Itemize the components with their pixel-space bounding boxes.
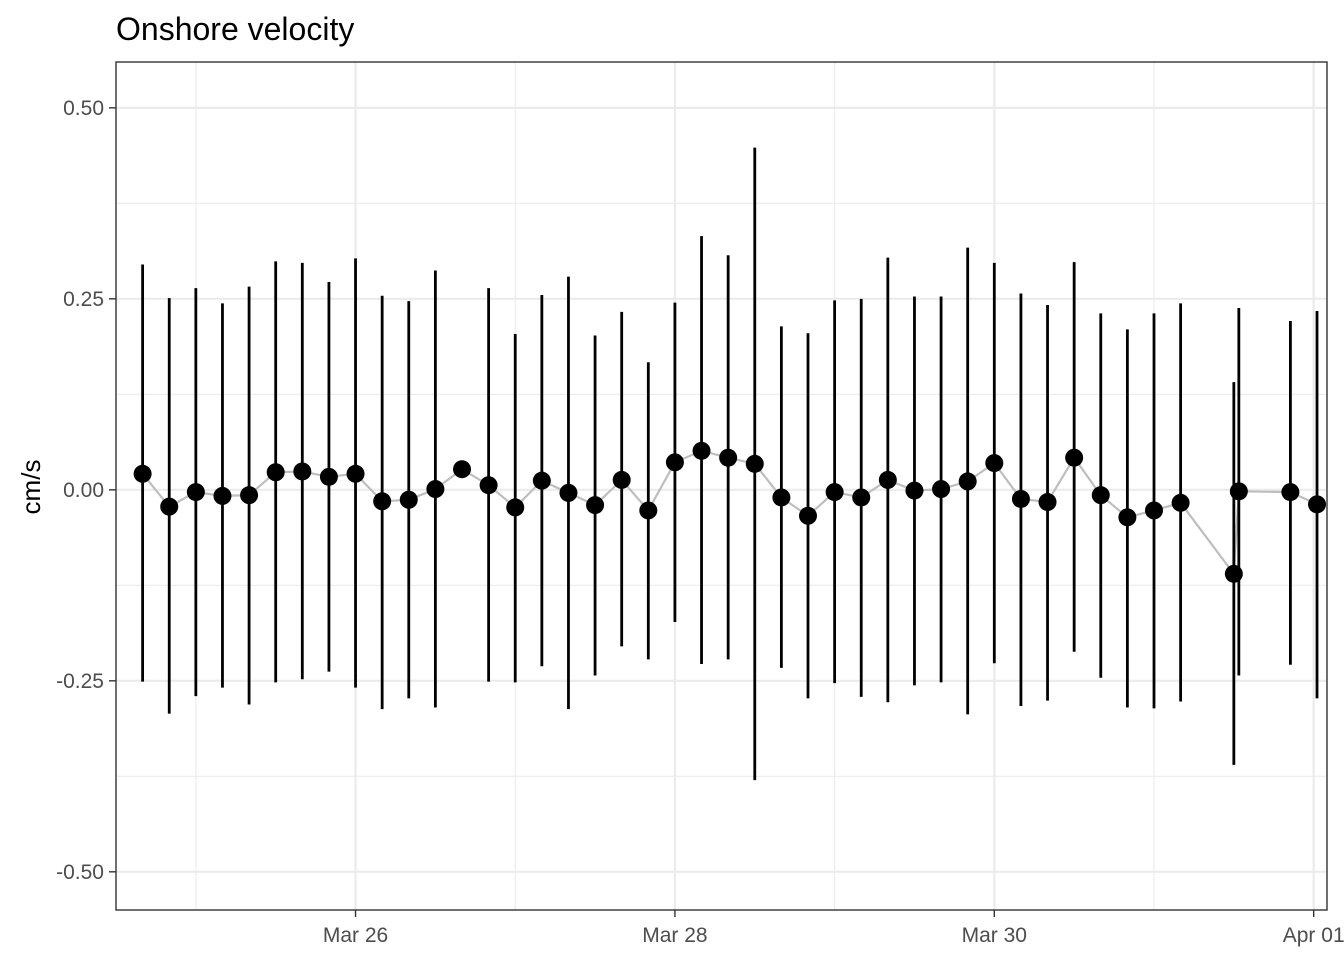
data-point (319, 467, 338, 486)
data-point (399, 490, 418, 509)
data-point (1091, 486, 1110, 505)
data-point (1308, 495, 1327, 514)
data-point (426, 480, 445, 499)
data-point (293, 462, 312, 481)
data-point (719, 448, 738, 467)
data-point (825, 483, 844, 502)
data-point (772, 488, 791, 507)
panel-background (116, 62, 1327, 910)
data-point (1065, 448, 1084, 467)
y-tick-label: 0.00 (63, 479, 104, 502)
data-point (186, 483, 205, 502)
data-point (745, 454, 764, 473)
data-point (612, 470, 631, 489)
y-tick-label: -0.50 (56, 861, 104, 884)
data-point (878, 470, 897, 489)
data-point (1011, 489, 1030, 508)
data-point (266, 463, 285, 482)
data-point (373, 492, 392, 511)
data-point (559, 483, 578, 502)
y-tick-label: 0.25 (63, 288, 104, 311)
plot-area: 0.50 0.25 0.00 -0.25 -0.50 Mar 26 Mar 28 Mar 30… (56, 61, 1344, 947)
x-tick-label: Mar 30 (962, 924, 1027, 947)
data-point (160, 497, 179, 516)
data-point (1171, 493, 1190, 512)
y-tick-label: 0.50 (63, 97, 104, 120)
data-point (1038, 493, 1057, 512)
x-tick-label: Apr 01 (1283, 924, 1344, 947)
data-point (532, 471, 551, 490)
data-point (985, 454, 1004, 473)
panel-border (115, 61, 1328, 911)
data-point (240, 486, 259, 505)
data-point (852, 488, 871, 507)
data-point (453, 460, 471, 479)
data-point (958, 472, 977, 491)
chart-title: Onshore velocity (116, 11, 354, 47)
data-point (799, 506, 817, 525)
data-point (506, 498, 525, 517)
data-point (1145, 501, 1163, 520)
data-point (932, 480, 951, 499)
data-point (639, 501, 658, 520)
y-axis-label: cm/s (16, 460, 46, 515)
x-tick-label: Mar 28 (642, 924, 707, 947)
data-point (665, 453, 684, 472)
data-point (1281, 483, 1300, 502)
data-point (479, 476, 498, 495)
data-point (586, 496, 605, 515)
data-point (213, 486, 232, 505)
data-point (1229, 482, 1248, 501)
y-tick-label: -0.25 (56, 670, 104, 693)
data-point (133, 464, 152, 483)
data-point (1224, 564, 1243, 583)
x-tick-label: Mar 26 (323, 924, 388, 947)
data-point (1118, 508, 1137, 527)
data-point (905, 481, 924, 500)
data-point (692, 441, 711, 460)
data-point (346, 464, 365, 483)
